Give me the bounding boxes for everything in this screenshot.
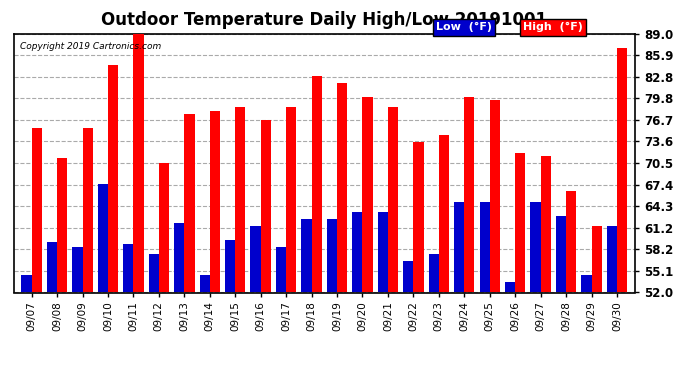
Bar [174,223,184,292]
Bar [454,202,464,292]
Bar [32,128,42,292]
Bar [428,254,439,292]
Text: Copyright 2019 Cartronics.com: Copyright 2019 Cartronics.com [20,42,161,51]
Bar [505,282,515,292]
Bar [490,100,500,292]
Bar [133,32,144,292]
Bar [591,226,602,292]
Bar [541,156,551,292]
Bar [108,65,118,292]
Bar [250,226,261,292]
Bar [225,240,235,292]
Bar [276,247,286,292]
Bar [286,107,296,292]
Bar [582,275,591,292]
Text: Outdoor Temperature Daily High/Low 20191001: Outdoor Temperature Daily High/Low 20191… [101,10,547,28]
Bar [159,163,169,292]
Bar [480,202,490,292]
Bar [515,153,525,292]
Bar [607,226,617,292]
Bar [353,212,362,292]
Bar [388,107,398,292]
Text: High  (°F): High (°F) [523,22,583,32]
Bar [556,216,566,292]
Bar [261,120,271,292]
Bar [531,202,541,292]
Bar [72,247,83,292]
Text: Low  (°F): Low (°F) [436,22,492,32]
Bar [464,97,475,292]
Bar [235,107,246,292]
Bar [21,275,32,292]
Bar [413,142,424,292]
Bar [617,48,627,292]
Bar [199,275,210,292]
Bar [83,128,92,292]
Bar [302,219,312,292]
Bar [362,97,373,292]
Bar [312,76,322,292]
Bar [124,243,133,292]
Bar [377,212,388,292]
Bar [566,191,576,292]
Bar [184,114,195,292]
Bar [148,254,159,292]
Bar [98,184,108,292]
Bar [337,83,347,292]
Bar [210,111,220,292]
Bar [47,242,57,292]
Bar [57,158,67,292]
Bar [439,135,449,292]
Bar [327,219,337,292]
Bar [403,261,413,292]
